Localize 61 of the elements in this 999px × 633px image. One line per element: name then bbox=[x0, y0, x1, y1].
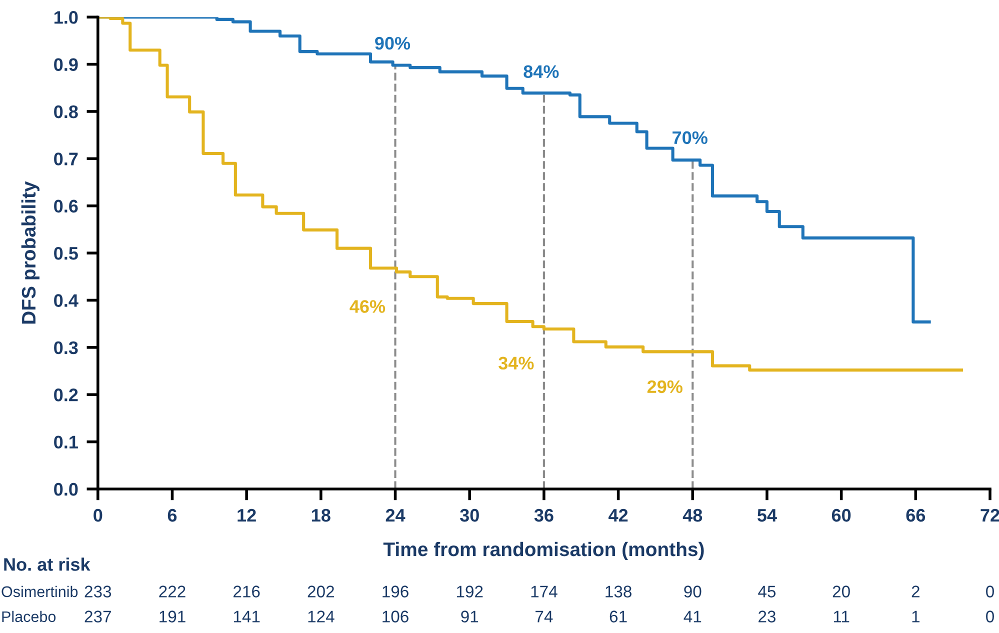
text: 222 bbox=[159, 586, 186, 598]
y-tick-label: 0.5 bbox=[54, 246, 78, 260]
text: 23 bbox=[758, 610, 776, 622]
x-axis-title: Time from randomisation (months) bbox=[383, 542, 704, 560]
y-tick-label: 0.8 bbox=[54, 105, 78, 118]
text: 91 bbox=[461, 610, 478, 622]
annotation: 29% bbox=[647, 380, 682, 394]
text: 90 bbox=[684, 586, 702, 598]
x-tick-label: 18 bbox=[312, 508, 330, 522]
text: 106 bbox=[382, 610, 408, 622]
x-tick-label: 48 bbox=[682, 508, 702, 522]
y-tick-label: 1.0 bbox=[54, 11, 78, 24]
text: 41 bbox=[684, 610, 702, 622]
text: 192 bbox=[456, 586, 483, 598]
text: 0 bbox=[986, 586, 994, 598]
y-tick-label: 0.7 bbox=[54, 152, 78, 166]
text: 237 bbox=[84, 610, 111, 622]
annotation: 34% bbox=[498, 356, 534, 370]
text: 2 bbox=[912, 586, 920, 598]
annotation: 90% bbox=[375, 36, 410, 50]
text: 216 bbox=[234, 586, 260, 598]
text: 20 bbox=[832, 586, 850, 598]
text: 202 bbox=[308, 586, 334, 598]
text: 11 bbox=[834, 610, 850, 622]
x-tick-label: 36 bbox=[534, 508, 554, 522]
y-tick-label: 0.6 bbox=[54, 200, 78, 213]
x-tick-label: 72 bbox=[980, 508, 999, 522]
y-tick-label: 0.0 bbox=[54, 482, 78, 496]
annotation: 84% bbox=[524, 65, 559, 78]
y-tick-label: 0.2 bbox=[54, 388, 78, 402]
x-tick-label: 42 bbox=[608, 508, 628, 522]
text: 0 bbox=[986, 610, 994, 622]
annotation: 46% bbox=[350, 300, 386, 313]
x-tick-label: 0 bbox=[94, 508, 102, 522]
x-tick-label: 54 bbox=[757, 509, 777, 522]
y-tick-label: 0.4 bbox=[54, 294, 78, 307]
x-tick-label: 30 bbox=[460, 508, 479, 522]
text: 141 bbox=[234, 610, 260, 622]
x-tick-label: 6 bbox=[168, 508, 177, 522]
text: 74 bbox=[536, 610, 553, 622]
text: 61 bbox=[610, 610, 627, 622]
y-tick-label: 0.3 bbox=[54, 341, 78, 354]
y-axis-title: DFS probability bbox=[21, 181, 40, 324]
x-tick-label: 24 bbox=[386, 508, 406, 522]
text: 45 bbox=[758, 586, 776, 598]
x-tick-label: 60 bbox=[832, 508, 851, 522]
text: 124 bbox=[308, 610, 334, 622]
y-tick-label: 0.1 bbox=[54, 436, 78, 449]
text: Placebo bbox=[2, 610, 56, 622]
text: 138 bbox=[606, 586, 632, 598]
annotation: 70% bbox=[672, 131, 708, 144]
text: 191 bbox=[160, 610, 186, 622]
x-tick-label: 66 bbox=[906, 508, 926, 522]
text: Osimertinib bbox=[2, 586, 78, 598]
text: 174 bbox=[531, 586, 558, 598]
text: 196 bbox=[382, 586, 408, 598]
x-tick-label: 12 bbox=[238, 508, 256, 522]
y-tick-label: 0.9 bbox=[54, 58, 78, 71]
text: 1 bbox=[912, 610, 920, 622]
text: 233 bbox=[84, 586, 112, 598]
text: No. at risk bbox=[4, 558, 90, 571]
